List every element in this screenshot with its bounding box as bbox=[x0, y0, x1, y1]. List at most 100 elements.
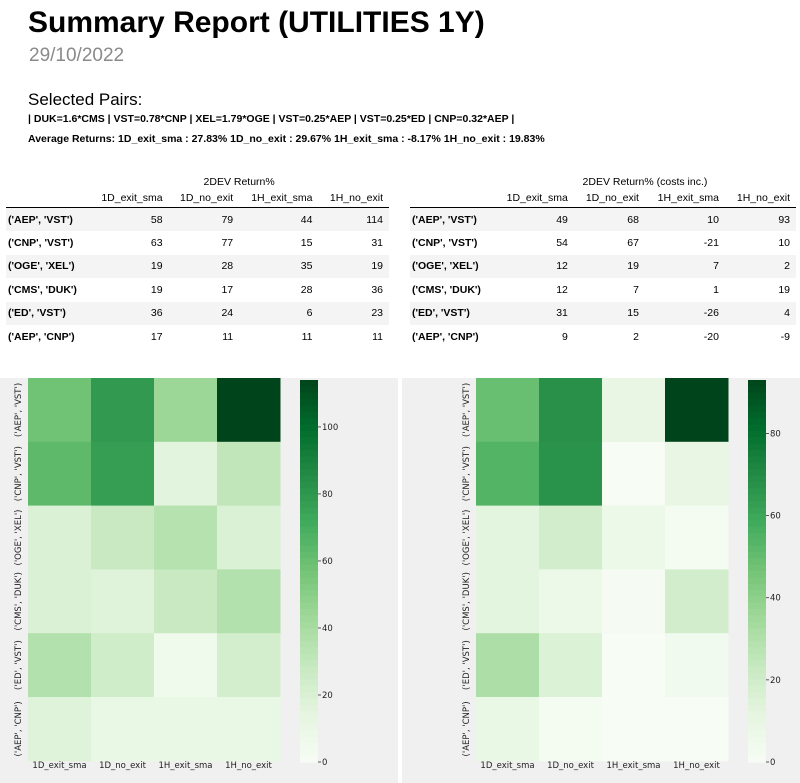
heatmap-cell bbox=[28, 697, 92, 762]
colorbar-segment bbox=[300, 634, 318, 642]
table-cell: 28 bbox=[300, 283, 313, 296]
table-row: ('CNP', 'VST') 63 77 15 31 bbox=[6, 231, 389, 254]
table-cell: 15 bbox=[627, 307, 639, 320]
heatmap-cell bbox=[154, 633, 218, 698]
table-row: ('CMS', 'DUK') 19 17 28 36 bbox=[6, 278, 389, 301]
selected-pairs-list: | DUK=1.6*CMS | VST=0.78*CNP | XEL=1.79*… bbox=[28, 113, 515, 125]
colorbar-tick-label: 60 bbox=[770, 512, 781, 522]
y-tick-label: ('CNP', 'VST') bbox=[14, 446, 24, 501]
colorbar-segment bbox=[748, 475, 766, 483]
colorbar-segment bbox=[748, 666, 766, 674]
x-tick-label: 1D_exit_sma bbox=[32, 761, 86, 771]
table-cell: 93 bbox=[778, 213, 790, 226]
table-cell: 36 bbox=[371, 283, 383, 296]
colorbar-tick-label: 40 bbox=[770, 594, 781, 604]
colorbar-segment bbox=[748, 704, 766, 712]
y-tick-label: ('OGE', 'XEL') bbox=[462, 510, 472, 566]
colorbar-segment bbox=[748, 634, 766, 642]
y-tick-label: ('AEP', 'VST') bbox=[462, 383, 472, 437]
colorbar-segment bbox=[300, 609, 318, 617]
heatmap-cell bbox=[154, 441, 218, 507]
table-cell: 12 bbox=[556, 283, 568, 296]
colorbar-segment bbox=[300, 577, 318, 585]
table-row: ('CNP', 'VST') 54 67 -21 10 bbox=[410, 231, 796, 254]
heatmap-cell bbox=[602, 505, 666, 570]
y-tick-label: ('CMS', 'DUK') bbox=[462, 572, 472, 630]
colorbar-segment bbox=[300, 666, 318, 674]
column-header: 1D_no_exit bbox=[573, 189, 645, 208]
heatmap-cell bbox=[28, 633, 92, 698]
colorbar-segment bbox=[300, 672, 318, 680]
row-label: ('AEP', 'CNP') bbox=[8, 330, 75, 343]
colorbar-segment bbox=[748, 405, 766, 413]
colorbar-segment bbox=[300, 717, 318, 725]
average-returns: Average Returns: 1D_exit_sma : 27.83% 1D… bbox=[28, 133, 545, 145]
colorbar-segment bbox=[748, 730, 766, 738]
colorbar-segment bbox=[748, 494, 766, 502]
heatmap-cell bbox=[154, 569, 218, 634]
row-label: ('AEP', 'VST') bbox=[412, 213, 477, 226]
colorbar-segment bbox=[300, 488, 318, 496]
colorbar-segment bbox=[300, 443, 318, 451]
colorbar-tick-label: 0 bbox=[322, 758, 327, 768]
table-cell: 36 bbox=[150, 307, 163, 320]
heatmap-cell bbox=[28, 441, 92, 507]
colorbar-segment bbox=[300, 736, 318, 744]
colorbar-segment bbox=[300, 621, 318, 629]
colorbar-segment bbox=[748, 564, 766, 572]
x-tick-label: 1H_no_exit bbox=[673, 761, 720, 771]
colorbar-segment bbox=[748, 437, 766, 445]
table-row: ('ED', 'VST') 31 15 -26 4 bbox=[410, 301, 796, 325]
colorbar-segment bbox=[748, 571, 766, 578]
colorbar-segment bbox=[300, 628, 318, 636]
row-label: ('AEP', 'VST') bbox=[8, 213, 73, 226]
table-caption: 2DEV Return% (costs inc.) bbox=[582, 176, 708, 188]
table-cell: 1 bbox=[713, 283, 719, 296]
colorbar-tick-label: 40 bbox=[322, 624, 333, 634]
colorbar-segment bbox=[748, 380, 766, 387]
colorbar-segment bbox=[300, 647, 318, 655]
colorbar-segment bbox=[748, 628, 766, 636]
colorbar-segment bbox=[748, 526, 766, 534]
y-tick-label: ('ED', 'VST') bbox=[462, 640, 472, 690]
heatmap-cell bbox=[217, 505, 281, 570]
x-tick-label: 1D_no_exit bbox=[99, 761, 147, 771]
heatmap-cell bbox=[91, 505, 155, 570]
colorbar-segment bbox=[748, 577, 766, 585]
colorbar-segment bbox=[300, 596, 318, 604]
table-cell: 49 bbox=[556, 213, 568, 226]
colorbar-segment bbox=[300, 698, 318, 706]
heatmap-cell bbox=[476, 378, 540, 443]
x-tick-label: 1H_exit_sma bbox=[606, 761, 660, 771]
table-cell: 63 bbox=[150, 237, 163, 250]
y-tick-label: ('AEP', 'CNP') bbox=[462, 701, 472, 756]
colorbar-segment bbox=[748, 430, 766, 438]
row-label: ('CMS', 'DUK') bbox=[8, 283, 77, 296]
column-header: 1D_no_exit bbox=[168, 189, 240, 208]
colorbar-segment bbox=[748, 647, 766, 655]
table-row: ('ED', 'VST') 36 24 6 23 bbox=[6, 301, 389, 325]
colorbar-segment bbox=[300, 685, 318, 693]
colorbar-segment bbox=[748, 411, 766, 419]
colorbar-tick-label: 0 bbox=[770, 758, 775, 768]
heatmap-cell bbox=[154, 505, 218, 570]
colorbar-segment bbox=[300, 418, 318, 426]
table-cell: 17 bbox=[221, 283, 234, 296]
colorbar-segment bbox=[300, 494, 318, 502]
x-tick-label: 1D_exit_sma bbox=[480, 761, 534, 771]
row-label: ('CNP', 'VST') bbox=[412, 237, 478, 250]
returns-costs-table: 2DEV Return% (costs inc.) 1D_exit_sma 1D… bbox=[410, 175, 796, 348]
heatmap-cell bbox=[539, 378, 603, 443]
colorbar-segment bbox=[748, 481, 766, 489]
colorbar-segment bbox=[748, 736, 766, 744]
x-tick-label: 1D_no_exit bbox=[547, 761, 595, 771]
table-cell: 114 bbox=[366, 213, 383, 226]
table-cell: 31 bbox=[556, 307, 568, 320]
colorbar-segment bbox=[748, 386, 766, 394]
colorbar-segment bbox=[300, 730, 318, 738]
colorbar-segment bbox=[748, 520, 766, 528]
heatmap-cell bbox=[602, 633, 666, 698]
colorbar-segment bbox=[300, 392, 318, 400]
table-row: ('OGE', 'XEL') 12 19 7 2 bbox=[410, 254, 796, 279]
colorbar-segment bbox=[300, 602, 318, 610]
